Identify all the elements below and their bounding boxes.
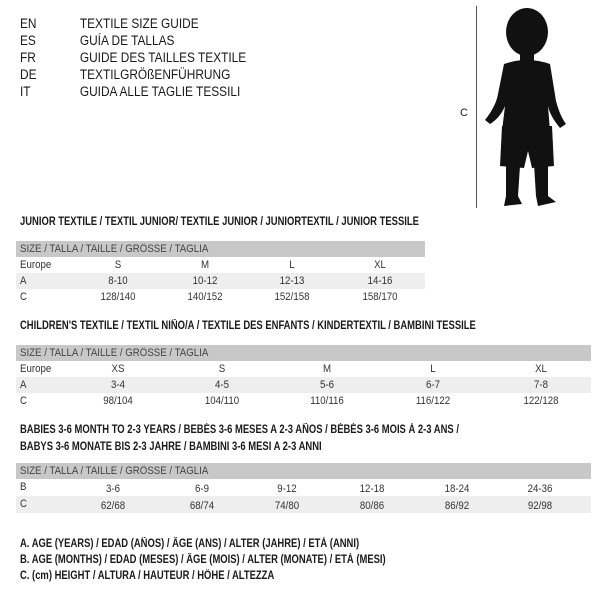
cell: XS (111, 363, 125, 375)
table-row: B 3-6 6-9 9-12 12-18 18-24 24-36 (16, 479, 591, 496)
table-row: C 98/104 104/110 110/116 116/122 122/128 (16, 393, 591, 409)
row-label: A (20, 379, 27, 391)
row-label: Europe (20, 363, 52, 375)
lang-it: IT GUIDA ALLE TAGLIE TESSILI (20, 84, 240, 99)
cell: 18-24 (444, 483, 470, 495)
cell: XL (374, 259, 386, 271)
lang-title: GUIDA ALLE TAGLIE TESSILI (79, 84, 241, 99)
legend-c: C. (cm) HEIGHT / ALTURA / HAUTEUR / HÖHE… (20, 570, 275, 582)
cell: XL (535, 363, 547, 375)
cell: L (430, 363, 436, 375)
junior-table-header: SIZE / TALLA / TAILLE / GRÖSSE / TAGLIA (16, 241, 425, 257)
legend-a: A. AGE (YEARS) / EDAD (AÑOS) / ÂGE (ANS)… (20, 538, 360, 550)
lang-fr: FR GUIDE DES TAILLES TEXTILE (20, 50, 246, 65)
cell: 104/110 (204, 395, 240, 407)
lang-title: TEXTILGRÖßENFÜHRUNG (79, 67, 231, 82)
lang-es: ES GUÍA DE TALLAS (20, 33, 174, 48)
cell: 3-4 (111, 379, 125, 391)
cell: 68/74 (189, 500, 215, 512)
cell: 98/104 (103, 395, 133, 407)
babies-table-title-line2: BABYS 3-6 MONATE BIS 2-3 JAHRE / BAMBINI… (20, 441, 322, 453)
cell: 8-10 (108, 275, 128, 287)
cell: 62/68 (100, 500, 126, 512)
cell: S (218, 363, 226, 375)
cell: 80/86 (359, 500, 385, 512)
child-silhouette-icon (485, 8, 566, 206)
cell: 5-6 (320, 379, 334, 391)
table-row: A 8-10 10-12 12-13 14-16 (16, 273, 425, 289)
cell: 152/158 (274, 291, 310, 303)
cell: 7-8 (534, 379, 548, 391)
cell: L (289, 259, 295, 271)
cell: 9-12 (277, 483, 297, 495)
cell: 92/98 (527, 500, 553, 512)
cell: 24-36 (527, 483, 553, 495)
lang-code: EN (20, 16, 37, 31)
height-measure-line (476, 6, 477, 208)
cell: 14-16 (367, 275, 393, 287)
lang-code: ES (20, 33, 36, 48)
junior-table-title: JUNIOR TEXTILE / TEXTIL JUNIOR/ TEXTILE … (20, 216, 419, 228)
cell: M (200, 259, 210, 271)
lang-code: IT (20, 84, 31, 99)
lang-en: EN TEXTILE SIZE GUIDE (20, 16, 199, 31)
header-label: SIZE / TALLA / TAILLE / GRÖSSE / TAGLIA (20, 465, 209, 477)
cell: 6-7 (426, 379, 440, 391)
cell: 116/122 (415, 395, 451, 407)
table-row: Europe XS S M L XL (16, 361, 591, 377)
cell: 110/116 (310, 395, 344, 407)
lang-title: TEXTILE SIZE GUIDE (79, 16, 199, 31)
row-label: C (20, 291, 27, 303)
babies-table-title: BABIES 3-6 MONTH TO 2-3 YEARS / BEBÉS 3-… (20, 424, 459, 436)
cell: 3-6 (106, 483, 120, 495)
cell: 6-9 (195, 483, 209, 495)
lang-title: GUIDE DES TAILLES TEXTILE (79, 50, 247, 65)
height-measure-label: C (460, 107, 468, 119)
table-row: C 62/68 68/74 74/80 80/86 86/92 92/98 (16, 496, 591, 513)
row-label: B (20, 481, 27, 493)
cell: 74/80 (274, 500, 300, 512)
table-row: A 3-4 4-5 5-6 6-7 7-8 (16, 377, 591, 393)
lang-code: DE (20, 67, 37, 82)
row-label: C (20, 395, 27, 407)
lang-code: FR (20, 50, 36, 65)
cell: 4-5 (215, 379, 229, 391)
children-table-title: CHILDREN'S TEXTILE / TEXTIL NIÑO/A / TEX… (20, 320, 476, 332)
cell: 86/92 (444, 500, 470, 512)
babies-table-header: SIZE / TALLA / TAILLE / GRÖSSE / TAGLIA (16, 463, 591, 479)
cell: 158/170 (362, 291, 398, 303)
row-label: Europe (20, 259, 52, 271)
table-row: Europe S M L XL (16, 257, 425, 273)
cell: S (114, 259, 122, 271)
row-label: C (20, 498, 27, 510)
header-label: SIZE / TALLA / TAILLE / GRÖSSE / TAGLIA (20, 347, 209, 359)
cell: 140/152 (187, 291, 223, 303)
row-label: A (20, 275, 27, 287)
header-label: SIZE / TALLA / TAILLE / GRÖSSE / TAGLIA (20, 243, 209, 255)
cell: M (322, 363, 332, 375)
cell: 128/140 (100, 291, 136, 303)
lang-de: DE TEXTILGRÖßENFÜHRUNG (20, 67, 230, 82)
cell: 10-12 (192, 275, 218, 287)
cell: 12-18 (359, 483, 385, 495)
legend-b: B. AGE (MONTHS) / EDAD (MESES) / ÂGE (MO… (20, 554, 386, 566)
lang-title: GUÍA DE TALLAS (79, 33, 175, 48)
cell: 122/128 (523, 395, 559, 407)
cell: 12-13 (279, 275, 305, 287)
table-row: C 128/140 140/152 152/158 158/170 (16, 289, 425, 305)
children-table-header: SIZE / TALLA / TAILLE / GRÖSSE / TAGLIA (16, 345, 591, 361)
